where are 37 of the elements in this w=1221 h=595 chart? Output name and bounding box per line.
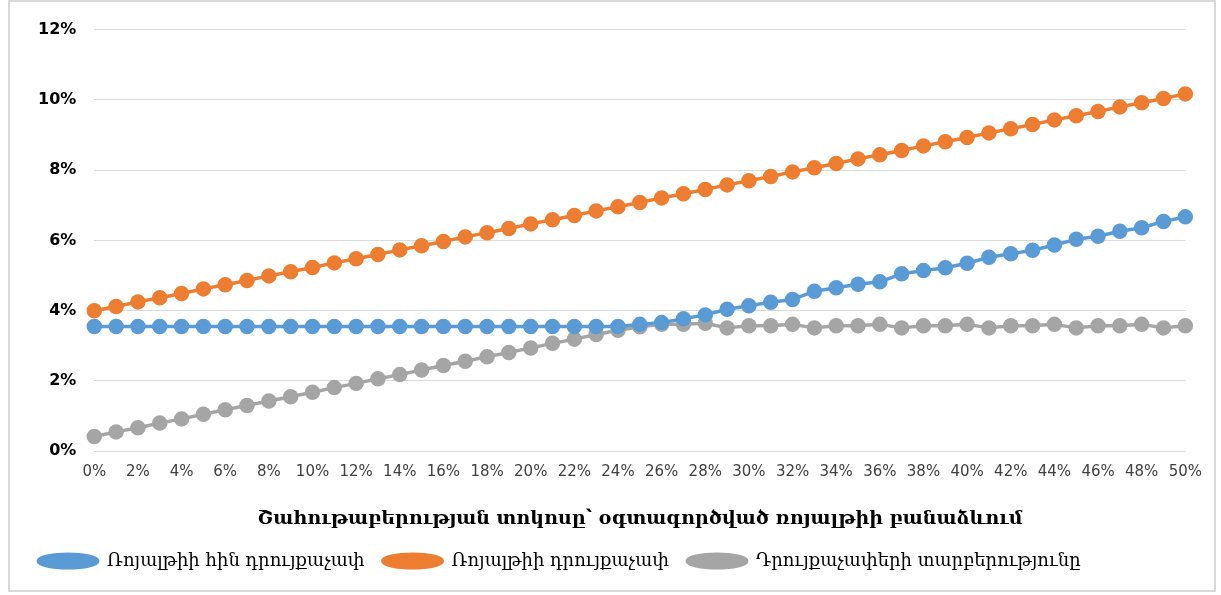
x-tick-label: 12% xyxy=(339,462,373,481)
x-tick-label: 20% xyxy=(514,462,548,481)
x-tick-label: 18% xyxy=(470,462,504,481)
x-tick-label: 10% xyxy=(295,462,330,481)
x-tick-label: 4% xyxy=(169,462,194,481)
x-tick-label: 36% xyxy=(863,462,897,481)
legend-label: Ռոյալթիի հին դրույքաչափ xyxy=(107,548,365,570)
y-tick-label: 10% xyxy=(38,89,77,109)
x-tick-label: 16% xyxy=(426,462,461,481)
x-tick-label: 24% xyxy=(601,462,635,481)
y-tick-label: 8% xyxy=(49,159,77,179)
x-tick-label: 48% xyxy=(1125,462,1159,481)
x-tick-label: 40% xyxy=(950,462,984,481)
x-tick-label: 28% xyxy=(688,462,722,481)
x-tick-label: 2% xyxy=(126,462,150,481)
x-tick-label: 26% xyxy=(644,462,679,481)
y-tick-label: 2% xyxy=(49,370,77,390)
x-tick-label: 14% xyxy=(383,462,417,481)
x-tick-label: 0% xyxy=(82,462,107,481)
y-tick-label: 12% xyxy=(38,18,77,38)
y-tick-label: 4% xyxy=(49,299,77,319)
y-tick-label: 0% xyxy=(49,440,77,460)
x-tick-label: 8% xyxy=(256,462,281,481)
x-tick-label: 50% xyxy=(1168,462,1202,481)
x-tick-label: 30% xyxy=(732,462,766,481)
y-tick-label: 6% xyxy=(49,229,77,249)
x-tick-label: 38% xyxy=(906,462,941,481)
x-tick-label: 34% xyxy=(819,462,853,481)
legend-label: Ռոյալթիի դրույքաչափ xyxy=(451,548,670,570)
x-tick-label: 22% xyxy=(557,462,592,481)
legend-label: Դրույքաչափերի տարբերությունը xyxy=(755,548,1081,570)
x-tick-label: 46% xyxy=(1081,462,1115,481)
x-tick-label: 44% xyxy=(1037,462,1072,481)
x-tick-label: 32% xyxy=(775,462,810,481)
x-axis-title: Շահութաբերության տոկոսը՝ օգտագործված ռոյալթիի բանաձևում xyxy=(257,505,1023,528)
x-tick-label: 42% xyxy=(994,462,1028,481)
x-tick-label: 6% xyxy=(213,462,238,481)
